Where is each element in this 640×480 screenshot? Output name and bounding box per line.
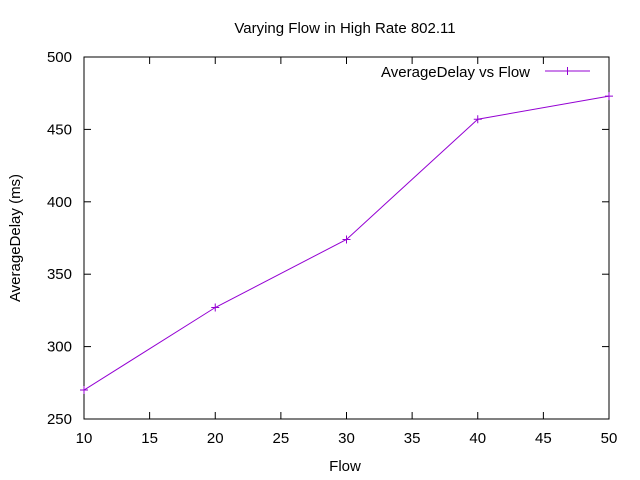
x-axis-label: Flow bbox=[329, 458, 361, 475]
y-tick-label: 400 bbox=[47, 194, 72, 211]
y-tick-label: 450 bbox=[47, 121, 72, 138]
data-point bbox=[342, 235, 351, 244]
x-tick-label: 35 bbox=[404, 430, 421, 447]
x-tick-label: 20 bbox=[207, 430, 224, 447]
data-point bbox=[605, 92, 613, 101]
legend-marker bbox=[563, 67, 572, 75]
y-tick-label: 350 bbox=[47, 266, 72, 283]
x-tick-label: 15 bbox=[141, 430, 158, 447]
x-tick-label: 45 bbox=[535, 430, 552, 447]
y-axis: 250 300 350 400 450 500 bbox=[47, 49, 609, 428]
x-tick-label: 30 bbox=[338, 430, 355, 447]
y-tick-label: 300 bbox=[47, 339, 72, 356]
data-point bbox=[80, 386, 88, 395]
y-axis-label: AverageDelay (ms) bbox=[7, 174, 24, 302]
x-tick-label: 40 bbox=[469, 430, 486, 447]
x-tick-label: 10 bbox=[76, 430, 93, 447]
series-layer bbox=[80, 92, 613, 395]
x-tick-label: 50 bbox=[601, 430, 618, 447]
chart-title: Varying Flow in High Rate 802.11 bbox=[234, 20, 455, 37]
y-tick-label: 250 bbox=[47, 411, 72, 428]
legend: AverageDelay vs Flow bbox=[381, 64, 590, 81]
x-axis: 10 15 20 25 30 35 40 45 50 bbox=[76, 57, 618, 447]
legend-label: AverageDelay vs Flow bbox=[381, 64, 530, 81]
data-point bbox=[473, 115, 482, 124]
legend-marker-plus bbox=[563, 67, 572, 75]
y-tick-label: 500 bbox=[47, 49, 72, 66]
data-point bbox=[211, 303, 220, 312]
x-tick-label: 25 bbox=[273, 430, 290, 447]
